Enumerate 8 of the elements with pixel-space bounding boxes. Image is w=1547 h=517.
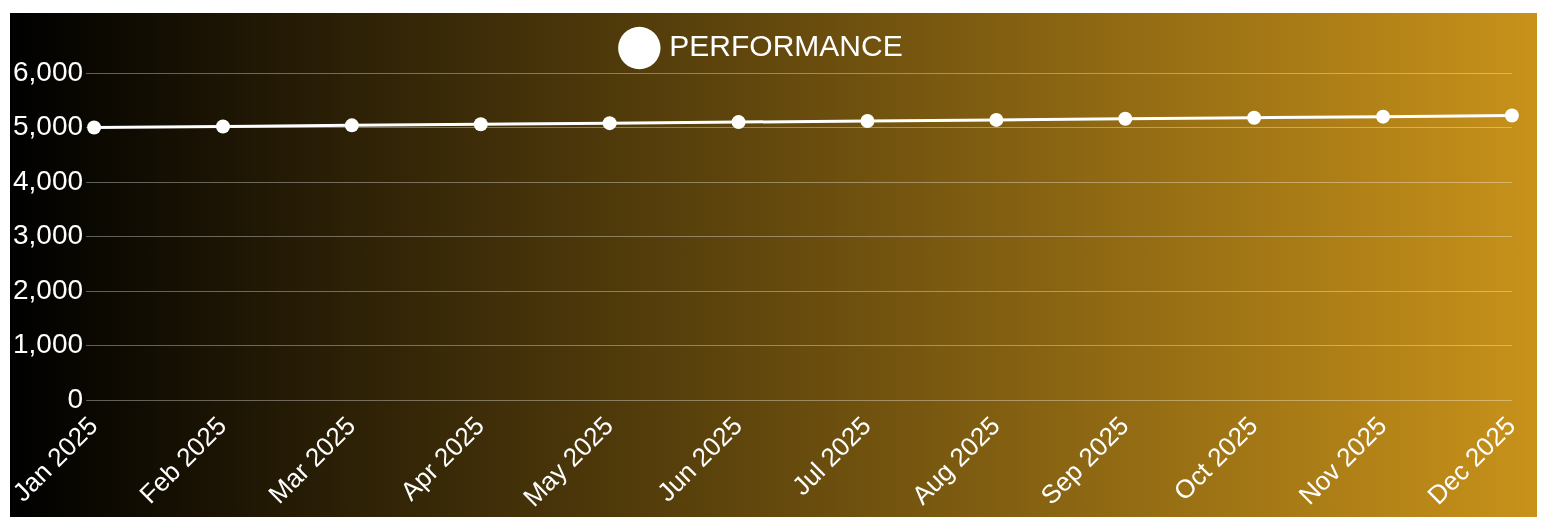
y-tick-label: 4,000: [12, 164, 84, 196]
y-tick-label: 1,000: [12, 328, 84, 360]
y-tick-label: 6,000: [12, 55, 84, 87]
legend-label: PERFORMANCE: [669, 29, 903, 63]
y-tick-label: 0: [67, 382, 84, 414]
y-tick-label: 3,000: [12, 219, 84, 251]
y-tick-label: 2,000: [12, 273, 84, 305]
y-tick-label: 5,000: [12, 110, 84, 142]
